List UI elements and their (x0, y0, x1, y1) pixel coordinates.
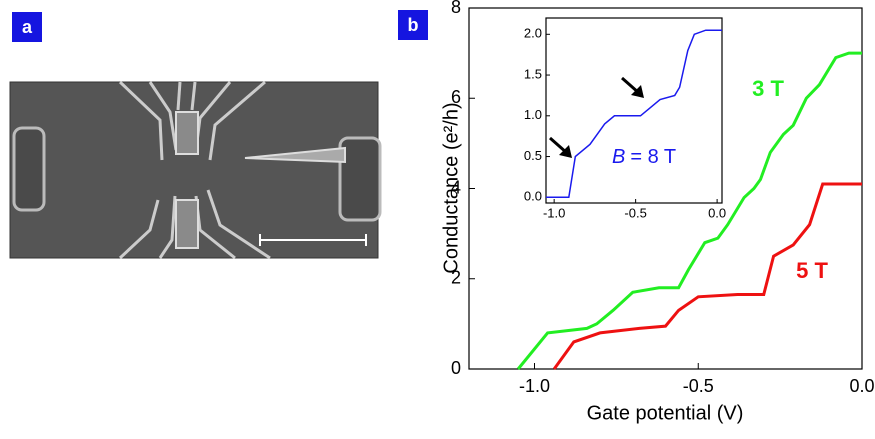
y-tick-label: 0.0 (524, 189, 542, 204)
annotation-variable: B (612, 146, 625, 168)
plot-frame (545, 17, 723, 204)
arrow-head (559, 145, 572, 158)
sem-image (9, 80, 382, 260)
panel-label: a (22, 17, 33, 37)
y-axis-label: Conductance (e²/h) (440, 102, 462, 273)
annotation-text: = 8 T (630, 146, 676, 168)
annotation: B = 8 T (612, 146, 676, 168)
y-tick-label: 1.5 (524, 66, 542, 81)
series-label: 5 T (796, 258, 828, 283)
y-tick-label: 8 (451, 0, 461, 17)
x-tick-label: 0.0 (849, 376, 874, 396)
line (552, 182, 862, 370)
y-tick-label: 2.0 (524, 26, 542, 41)
panel-label-box (12, 12, 42, 42)
y-tick-label: 4 (451, 177, 461, 197)
y-tick-label: 2 (451, 268, 461, 288)
x-axis-label: Gate potential (V) (587, 402, 744, 424)
panel-label: b (408, 15, 419, 35)
x-tick-label: 0.0 (708, 205, 726, 220)
series-label: 3 T (752, 76, 784, 101)
x-tick-label: -0.5 (624, 205, 646, 220)
y-tick-label: 0.5 (524, 148, 542, 163)
x-tick-label: -0.5 (683, 376, 714, 396)
x-tick-label: -1.0 (519, 376, 550, 396)
line (516, 51, 862, 370)
panel-label-box (398, 10, 428, 40)
y-tick-label: 1.0 (524, 107, 542, 122)
line (546, 29, 722, 199)
y-tick-label: 0 (451, 358, 461, 378)
arrow-head (631, 85, 644, 98)
y-tick-label: 6 (451, 87, 461, 107)
x-tick-label: -1.0 (543, 205, 565, 220)
